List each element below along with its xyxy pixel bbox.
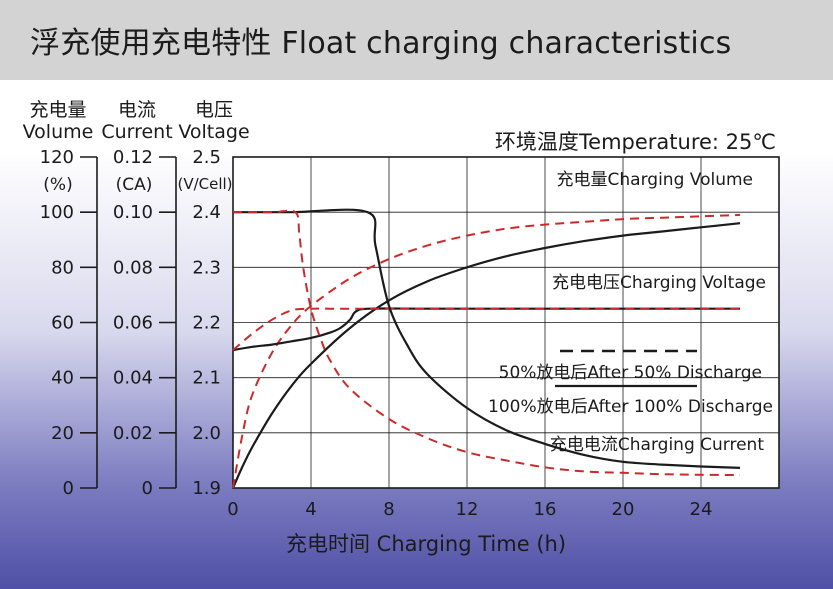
volume-tick-label: 60: [51, 313, 74, 334]
volume-tick-label: 100: [40, 202, 74, 223]
axis-ticks: [80, 156, 176, 489]
axis-headers: 充电量 Volume 电流 Current 电压 Voltage: [23, 99, 250, 143]
x-tick-label: 4: [305, 499, 316, 520]
voltage-tick-label: 2.0: [192, 423, 221, 444]
volume-tick-label: 0: [63, 478, 74, 499]
temperature-label: 环境温度Temperature: 25℃: [495, 130, 776, 154]
volume-series-100pct: [231, 222, 741, 489]
x-tick-label: 0: [227, 499, 238, 520]
charging-current-label: 充电电流Charging Current: [550, 435, 764, 455]
legend: 50%放电后After 50% Discharge 100%放电后After 1…: [488, 349, 773, 417]
current-tick-label: 0.04: [113, 368, 153, 389]
x-tick-label: 20: [612, 499, 635, 520]
grid: [233, 157, 779, 488]
x-tick-label: 8: [383, 499, 394, 520]
voltage-tick-label: 2.3: [192, 257, 221, 278]
current-tick-label: 0.02: [113, 423, 153, 444]
voltage-tick-label: 1.9: [192, 478, 221, 499]
x-axis-label: 充电时间 Charging Time (h): [286, 532, 566, 556]
voltage-tick-label: 2.2: [192, 313, 221, 334]
volume-tick-label: 40: [51, 368, 74, 389]
current-series-100pct: [233, 208, 741, 469]
current-tick-label: 0: [142, 478, 153, 499]
voltage-axis-header-en: Voltage: [178, 121, 249, 143]
volume-axis-header-cn: 充电量: [29, 99, 86, 121]
charging-volume-label: 充电量Charging Volume: [557, 170, 753, 190]
volume-series-50pct: [232, 213, 741, 489]
legend-dashed-label: 50%放电后After 50% Discharge: [499, 363, 762, 383]
volume-tick-label: 20: [51, 423, 74, 444]
current-axis-header-en: Current: [101, 121, 172, 143]
current-tick-label: 0.12: [113, 147, 153, 168]
current-tick-label: 0.10: [113, 202, 153, 223]
voltage-series-50pct: [232, 307, 740, 351]
x-tick-label: 12: [456, 499, 479, 520]
title-bar: 浮充使用充电特性 Float charging characteristics: [0, 0, 833, 80]
voltage-tick-label: 2.5: [192, 147, 221, 168]
current-tick-label: 0.06: [113, 313, 153, 334]
voltage-axis-unit: (V/Cell): [177, 175, 232, 193]
volume-axis-header-en: Volume: [23, 121, 94, 143]
voltage-series-100pct: [232, 307, 740, 352]
charging-voltage-label: 充电电压Charging Voltage: [552, 273, 766, 293]
series-layer: [231, 208, 741, 489]
current-axis-unit: (CA): [116, 175, 153, 195]
page-title: 浮充使用充电特性 Float charging characteristics: [30, 26, 732, 61]
voltage-tick-label: 2.4: [192, 202, 221, 223]
voltage-axis-header-cn: 电压: [195, 99, 233, 121]
volume-tick-label: 120: [40, 147, 74, 168]
x-tick-label: 24: [690, 499, 713, 520]
volume-axis-unit: (%): [43, 175, 72, 195]
current-series-50pct: [233, 209, 741, 476]
tick-labels: 02040608010012000.020.040.060.080.100.12…: [40, 147, 713, 520]
current-tick-label: 0.08: [113, 257, 153, 278]
current-axis-header-cn: 电流: [118, 99, 156, 121]
x-tick-label: 16: [534, 499, 557, 520]
volume-tick-label: 80: [51, 257, 74, 278]
legend-solid-label: 100%放电后After 100% Discharge: [488, 397, 773, 417]
voltage-tick-label: 2.1: [192, 368, 221, 389]
